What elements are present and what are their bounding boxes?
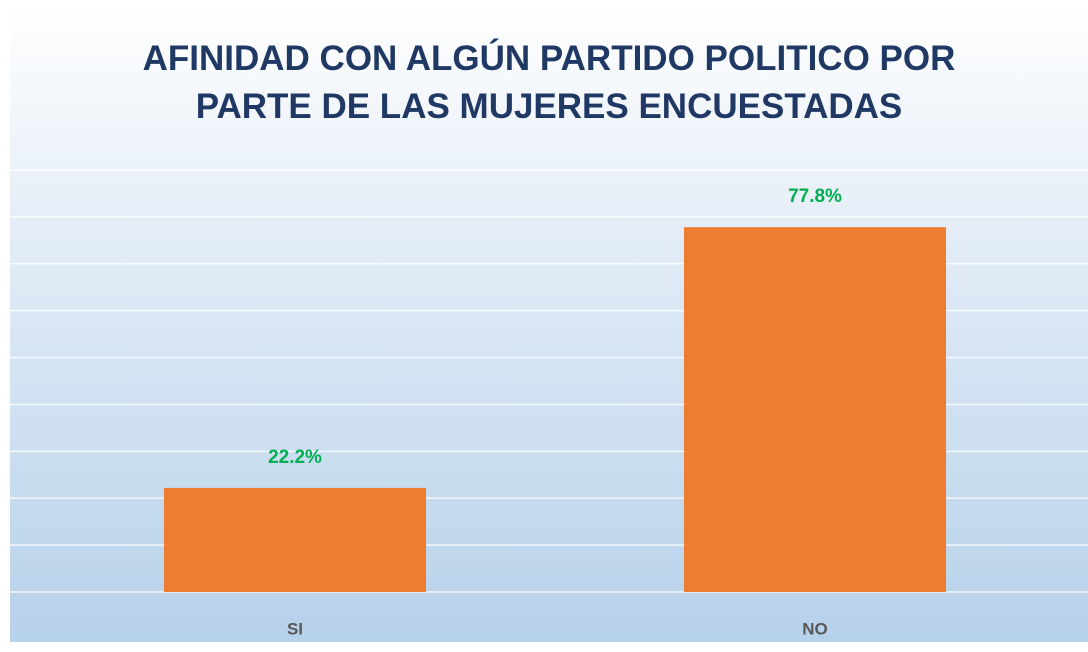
data-label: 22.2% <box>268 447 322 468</box>
chart: AFINIDAD CON ALGÚN PARTIDO POLITICO POR … <box>10 5 1088 642</box>
chart-title: AFINIDAD CON ALGÚN PARTIDO POLITICO POR … <box>142 39 956 126</box>
plot: SI 22.2% NO 77.8% <box>10 169 1088 638</box>
bar <box>683 227 947 592</box>
x-tick-label: SI <box>287 619 303 638</box>
data-label: 77.8% <box>788 186 842 207</box>
x-tick-label: NO <box>802 619 828 638</box>
bar <box>163 487 427 592</box>
